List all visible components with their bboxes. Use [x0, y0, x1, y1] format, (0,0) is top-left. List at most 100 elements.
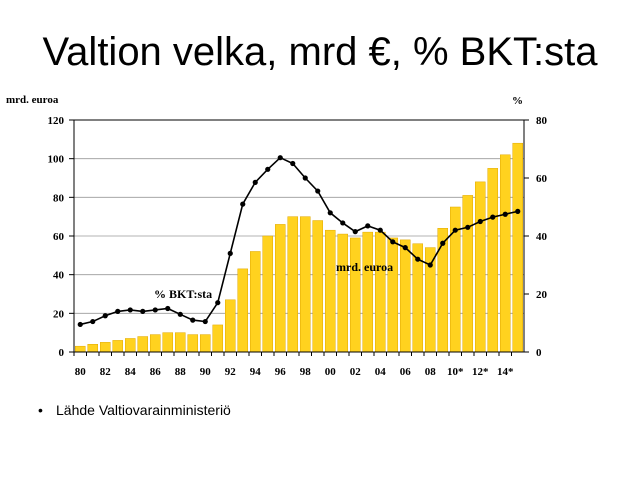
percent-point [477, 218, 483, 225]
bar [162, 332, 173, 353]
bar [75, 345, 86, 353]
percent-point [515, 208, 521, 214]
bar [387, 237, 398, 353]
percent-point [177, 311, 183, 317]
percent-point [102, 313, 108, 319]
right-tick-label: 40 [536, 231, 548, 243]
right-tick-label: 0 [536, 347, 542, 359]
percent-point [427, 262, 433, 268]
bar-series [75, 142, 523, 353]
bar [87, 344, 98, 353]
x-tick-label: 90 [200, 366, 212, 378]
percent-point [452, 227, 458, 233]
bar [237, 268, 248, 353]
line-series [77, 155, 521, 328]
bar [275, 224, 286, 353]
x-tick-label: 00 [325, 366, 337, 378]
percent-point [277, 155, 283, 161]
left-tick-label: 20 [53, 308, 65, 320]
percent-point [340, 220, 346, 226]
bar [400, 239, 411, 353]
bar [312, 220, 323, 353]
percent-point [215, 300, 221, 306]
x-tick-label: 80 [75, 366, 87, 378]
x-tick-label: 12* [472, 366, 489, 378]
bar [462, 195, 473, 353]
bar [287, 216, 298, 353]
left-axis-unit: mrd. euroa [6, 94, 59, 106]
x-tick-label: 04 [375, 366, 387, 378]
percent-point [127, 307, 133, 313]
percent-point [90, 318, 96, 325]
percent-point [352, 229, 358, 235]
source-text: Lähde Valtiovarainministeriö [56, 402, 231, 418]
x-tick-label: 02 [350, 366, 362, 378]
series-label-percent: % BKT:sta [154, 287, 212, 301]
percent-point [265, 166, 271, 172]
percent-point [440, 240, 446, 246]
right-axis-unit: % [512, 95, 523, 107]
x-tick-label: 94 [250, 366, 262, 378]
percent-point [140, 308, 146, 314]
bar [100, 342, 111, 353]
x-tick-label: 98 [300, 366, 312, 378]
bar [362, 231, 373, 353]
x-tick-label: 08 [425, 366, 437, 378]
left-tick-label: 60 [53, 231, 65, 243]
percent-point [77, 321, 83, 328]
percent-point [402, 245, 408, 251]
x-tick-label: 82 [100, 366, 112, 378]
bar [200, 334, 211, 353]
percent-point [165, 305, 171, 312]
bar [487, 168, 498, 353]
percent-point [490, 214, 496, 220]
percent-point [365, 223, 371, 229]
percent-point [415, 256, 421, 262]
bar [375, 231, 386, 353]
bar [250, 251, 261, 353]
bar [437, 228, 448, 353]
percent-point [115, 308, 121, 314]
left-tick-label: 120 [48, 115, 65, 127]
right-tick-label: 80 [536, 115, 548, 127]
bar [150, 334, 161, 353]
bar [137, 336, 148, 353]
bar [125, 338, 136, 353]
left-tick-label: 100 [48, 154, 65, 166]
percent-point [327, 210, 333, 216]
x-tick-label: 84 [125, 366, 137, 378]
bar [300, 216, 311, 353]
right-tick-label: 20 [536, 289, 548, 301]
slide-title: Valtion velka, mrd €, % BKT:sta [42, 30, 598, 74]
percent-point [152, 307, 158, 313]
left-tick-label: 40 [53, 270, 65, 282]
bar [262, 235, 273, 353]
bar [187, 334, 198, 353]
bar [337, 233, 348, 353]
percent-point [390, 239, 396, 245]
left-tick-label: 80 [53, 192, 65, 204]
x-tick-label: 96 [275, 366, 287, 378]
percent-point [315, 188, 321, 194]
x-tick-label: 86 [150, 366, 162, 378]
percent-point [227, 250, 233, 256]
bar [212, 324, 223, 353]
percent-point [190, 317, 196, 323]
percent-point [290, 160, 296, 167]
percent-point [202, 318, 208, 325]
bar [512, 142, 523, 353]
x-tick-label: 14* [497, 366, 514, 378]
bar [500, 154, 511, 353]
right-tick-label: 60 [536, 173, 548, 185]
source-note: • Lähde Valtiovarainministeriö [38, 402, 231, 418]
series-label-billions: mrd. euroa [336, 260, 393, 274]
percent-point [465, 224, 471, 230]
percent-point [240, 201, 246, 207]
bar [225, 299, 236, 353]
percent-point [377, 227, 383, 233]
x-tick-label: 10* [447, 366, 464, 378]
bar [350, 237, 361, 353]
x-tick-label: 88 [175, 366, 187, 378]
